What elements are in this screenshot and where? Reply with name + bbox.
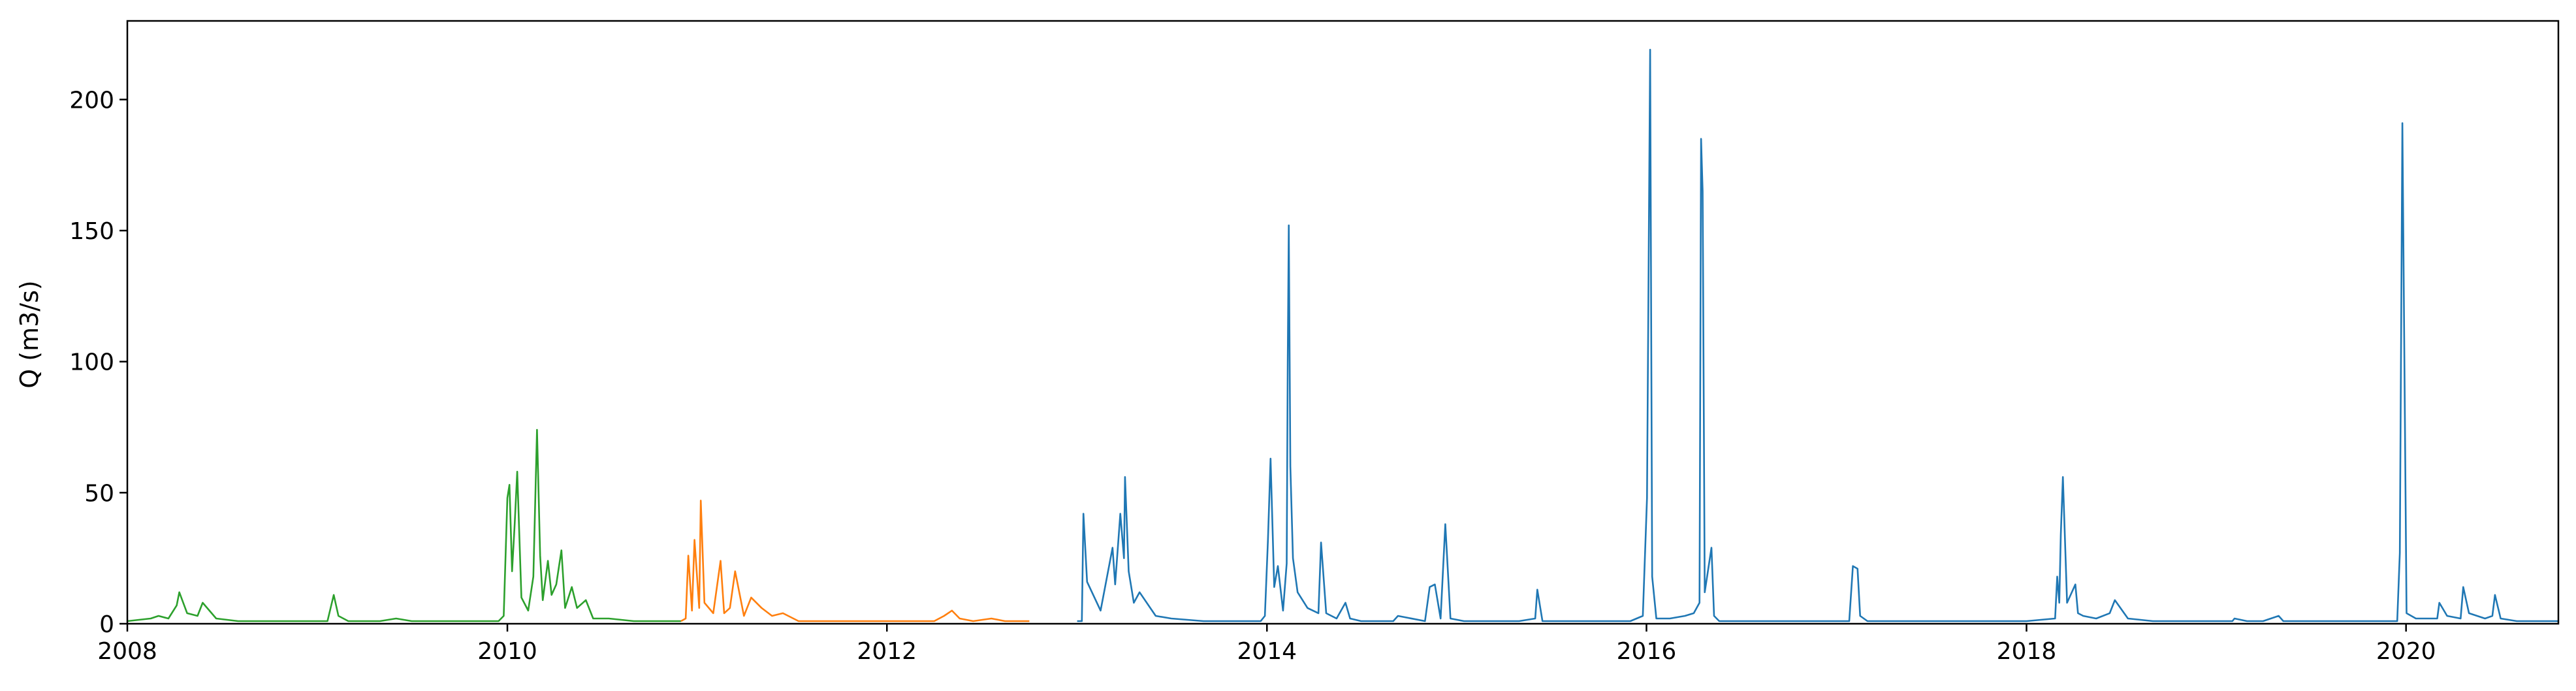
- x-tick-label: 2010: [477, 638, 537, 665]
- series-line-0: [127, 428, 681, 622]
- y-tick-label: 50: [84, 480, 114, 507]
- x-tick-label: 2020: [2376, 638, 2436, 665]
- y-tick-label: 0: [99, 611, 114, 638]
- axes-layer: 0 50 100 150 200 2008 2010 2012 2014 2016 2018 2020: [69, 20, 2560, 665]
- x-tick-label: 2018: [1997, 638, 2057, 665]
- x-tick-label: 2014: [1237, 638, 1297, 665]
- plot-frame: [126, 20, 2560, 625]
- y-tick-label: 150: [69, 218, 114, 245]
- series-layer: [127, 48, 2558, 622]
- y-tick-label: 100: [69, 349, 114, 376]
- y-axis-label: Q (m3/s): [15, 280, 44, 388]
- x-tick-label: 2012: [857, 638, 917, 665]
- y-tick-label: 200: [69, 87, 114, 114]
- series-line-1: [680, 500, 1030, 622]
- x-tick-label: 2016: [1617, 638, 1677, 665]
- x-tick-label: 2008: [97, 638, 157, 665]
- series-line-2: [1077, 48, 2558, 622]
